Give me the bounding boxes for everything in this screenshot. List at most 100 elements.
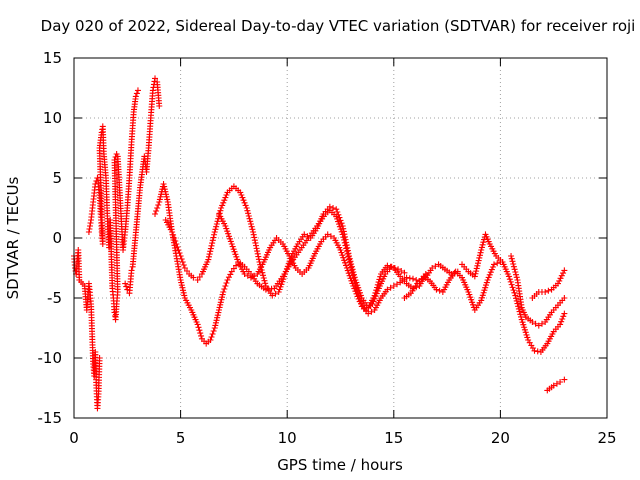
data-point bbox=[339, 223, 346, 229]
x-tick-label: 15 bbox=[384, 429, 403, 447]
data-point bbox=[123, 283, 130, 290]
data-point bbox=[205, 253, 212, 260]
data-point bbox=[342, 259, 349, 266]
data-point bbox=[262, 280, 269, 287]
data-point bbox=[483, 282, 490, 289]
data-point bbox=[476, 254, 483, 261]
data-point bbox=[387, 284, 394, 291]
data-point bbox=[340, 225, 347, 232]
data-point bbox=[488, 266, 495, 273]
data-point bbox=[352, 288, 359, 295]
data-point bbox=[343, 242, 350, 249]
data-point bbox=[242, 202, 249, 209]
data-point bbox=[469, 301, 476, 308]
data-point bbox=[160, 181, 167, 187]
data-point bbox=[206, 251, 213, 258]
data-point bbox=[334, 209, 341, 215]
data-point bbox=[152, 75, 159, 82]
data-point bbox=[154, 205, 161, 211]
data-point bbox=[177, 277, 184, 283]
data-point bbox=[255, 256, 262, 263]
data-point bbox=[219, 291, 226, 298]
data-point bbox=[217, 299, 224, 306]
data-point bbox=[155, 202, 162, 208]
data-point bbox=[347, 275, 354, 282]
data-point bbox=[340, 254, 347, 261]
data-point bbox=[134, 87, 141, 94]
data-point bbox=[395, 266, 402, 273]
data-point bbox=[478, 247, 485, 253]
data-point bbox=[342, 262, 349, 269]
data-point bbox=[553, 380, 560, 387]
data-point bbox=[344, 244, 351, 251]
data-point bbox=[252, 239, 259, 246]
data-point bbox=[209, 240, 216, 247]
data-point bbox=[241, 271, 248, 277]
data-point bbox=[393, 281, 400, 288]
data-point bbox=[162, 191, 169, 198]
data-point bbox=[214, 218, 221, 225]
data-point bbox=[429, 265, 436, 271]
data-point bbox=[413, 277, 420, 283]
data-point bbox=[272, 290, 279, 297]
series-points bbox=[152, 181, 461, 347]
y-tick-label: -5 bbox=[47, 289, 62, 307]
data-point bbox=[180, 289, 187, 296]
data-point bbox=[247, 274, 254, 281]
chart-title: Day 020 of 2022, Sidereal Day-to-day VTE… bbox=[41, 17, 636, 35]
data-point bbox=[486, 271, 493, 278]
data-point bbox=[355, 296, 362, 302]
data-point bbox=[471, 273, 478, 280]
data-point bbox=[507, 278, 514, 285]
data-point bbox=[481, 287, 488, 294]
data-point bbox=[253, 245, 260, 252]
data-point bbox=[346, 272, 353, 279]
data-point bbox=[465, 289, 472, 295]
data-point bbox=[152, 211, 159, 217]
data-point bbox=[477, 249, 484, 256]
data-point bbox=[491, 261, 498, 268]
data-point bbox=[252, 242, 259, 249]
data-point bbox=[478, 244, 485, 251]
data-point bbox=[216, 304, 223, 311]
data-point bbox=[337, 247, 344, 253]
data-point bbox=[384, 262, 391, 269]
data-point bbox=[226, 233, 233, 240]
data-point bbox=[181, 292, 188, 299]
data-point bbox=[221, 197, 228, 204]
series-points bbox=[71, 75, 163, 412]
data-point bbox=[350, 283, 357, 289]
data-point bbox=[554, 280, 561, 287]
data-point bbox=[472, 270, 479, 277]
data-point bbox=[205, 256, 212, 263]
data-point bbox=[176, 250, 183, 256]
data-point bbox=[340, 228, 347, 235]
data-point bbox=[210, 234, 217, 241]
data-point bbox=[229, 243, 236, 250]
data-point bbox=[330, 205, 337, 211]
data-point bbox=[391, 265, 398, 271]
data-point bbox=[335, 211, 342, 218]
axis-ticks bbox=[73, 57, 608, 419]
data-point bbox=[513, 271, 520, 278]
data-point bbox=[180, 262, 187, 268]
data-point bbox=[345, 270, 352, 277]
data-point bbox=[245, 210, 252, 217]
data-point bbox=[224, 277, 231, 283]
data-point bbox=[207, 248, 214, 255]
data-point bbox=[473, 268, 480, 275]
data-point bbox=[519, 319, 526, 326]
data-point bbox=[222, 223, 229, 229]
data-point bbox=[217, 207, 224, 214]
data-point bbox=[220, 199, 227, 206]
data-point bbox=[246, 215, 253, 222]
data-point bbox=[156, 103, 163, 109]
data-point bbox=[225, 274, 232, 281]
data-point bbox=[178, 256, 185, 262]
data-point bbox=[219, 294, 226, 301]
data-point bbox=[260, 272, 267, 279]
data-point bbox=[195, 324, 202, 331]
data-point bbox=[349, 266, 356, 273]
data-point bbox=[133, 90, 140, 97]
data-point bbox=[212, 322, 219, 329]
